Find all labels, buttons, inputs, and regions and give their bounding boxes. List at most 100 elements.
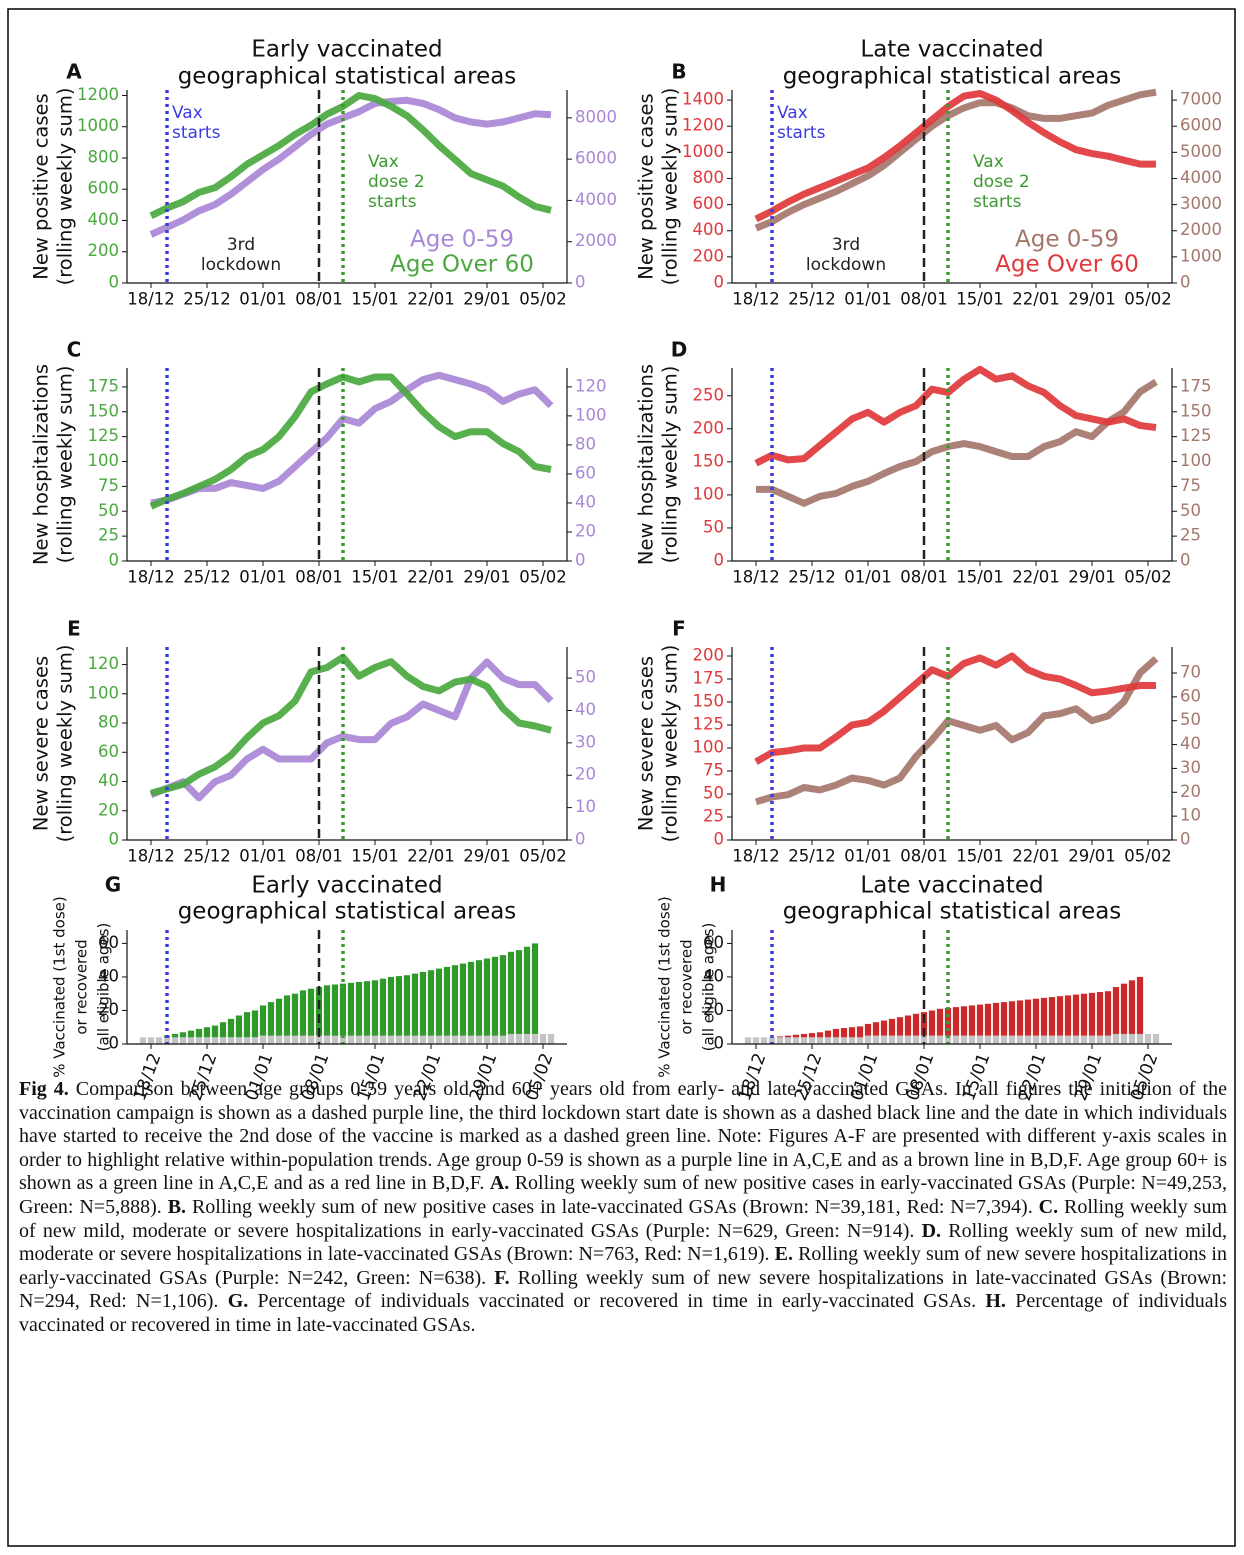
bar	[515, 950, 523, 1034]
bar	[491, 956, 499, 1036]
caption-run: G.	[227, 1290, 249, 1313]
x-tick-label: 29/01	[463, 290, 511, 309]
bar	[768, 1037, 776, 1044]
caption-run: F.	[494, 1266, 510, 1289]
y-tick-label: 80	[98, 713, 119, 732]
bar	[792, 1034, 800, 1038]
x-tick-label: 08/01	[900, 290, 948, 309]
y2-tick-label: 10	[1180, 806, 1201, 825]
bar	[1016, 1035, 1024, 1044]
bar	[275, 998, 283, 1036]
bar	[203, 1037, 211, 1044]
x-tick-label: 08/01	[295, 847, 343, 866]
x-tick-label: 29/01	[463, 568, 511, 587]
y2-tick-label: 40	[575, 700, 596, 719]
legend-label: Age 0-59	[1015, 227, 1119, 253]
y2-tick-label: 50	[1180, 710, 1201, 729]
panel-label: G	[105, 873, 121, 897]
y-tick-label: 200	[693, 246, 725, 265]
bar	[227, 1018, 235, 1038]
y-tick-label: 0	[714, 1034, 725, 1053]
bar	[1096, 1035, 1104, 1044]
series-line	[754, 90, 1156, 223]
bar	[920, 1012, 928, 1036]
legend-label: Age Over 60	[995, 252, 1139, 278]
y-tick-label: 25	[703, 807, 724, 826]
x-tick-label: 15/01	[351, 568, 399, 587]
series-line	[755, 656, 1159, 806]
y-tick-label: 150	[693, 692, 725, 711]
series-line	[756, 378, 1158, 507]
y2-tick-label: 2000	[1180, 220, 1222, 239]
bar	[251, 1037, 259, 1044]
y2-tick-label: 2000	[575, 231, 617, 250]
x-tick-label: 29/01	[463, 847, 511, 866]
y2-tick-label: 70	[1180, 663, 1201, 682]
chart-title: Early vaccinated	[251, 37, 442, 63]
y2-tick-label: 40	[575, 492, 596, 511]
y-tick-label: 40	[703, 966, 724, 985]
y-tick-label: 75	[98, 476, 119, 495]
bar	[259, 1035, 267, 1044]
x-tick-label: 05/02	[1124, 290, 1172, 309]
bar	[1056, 996, 1064, 1036]
y2-tick-label: 20	[1180, 782, 1201, 801]
bar	[315, 987, 323, 1036]
x-tick-label: 18/12	[127, 568, 175, 587]
bar	[1000, 1002, 1008, 1036]
x-tick-label: 01/01	[844, 847, 892, 866]
bar	[1104, 991, 1112, 1036]
x-tick-label: 15/01	[351, 847, 399, 866]
y-tick-label: 120	[88, 654, 120, 673]
bar	[203, 1027, 211, 1038]
bar	[848, 1037, 856, 1044]
bar	[379, 1035, 387, 1044]
x-tick-label: 01/01	[239, 568, 287, 587]
event-label: lockdown	[806, 255, 886, 275]
bar	[459, 963, 467, 1036]
bar	[307, 1035, 315, 1044]
bar	[1024, 1035, 1032, 1044]
bar	[491, 1035, 499, 1044]
bar	[251, 1010, 259, 1038]
bar	[968, 1035, 976, 1044]
y2-tick-label: 5000	[1180, 142, 1222, 161]
y-tick-label: 800	[693, 168, 725, 187]
bar	[371, 980, 379, 1036]
y-tick-label: 0	[109, 273, 120, 292]
bar	[1088, 1035, 1096, 1044]
bar	[760, 1037, 768, 1044]
y-tick-label: 100	[88, 451, 120, 470]
bar	[179, 1032, 187, 1038]
bar	[531, 1033, 539, 1044]
y2-tick-label: 0	[575, 551, 586, 570]
event-label: 3rd	[227, 235, 255, 255]
y-tick-label: 50	[703, 784, 724, 803]
x-tick-label: 18/12	[732, 847, 780, 866]
y-axis-label: (rolling weekly sum)	[54, 366, 77, 564]
chart-title: geographical statistical areas	[783, 64, 1122, 90]
caption-run: B.	[167, 1195, 187, 1218]
bar	[235, 1037, 243, 1044]
bar	[1040, 1035, 1048, 1044]
bar	[1088, 992, 1096, 1036]
bar	[816, 1032, 824, 1038]
y2-tick-label: 0	[1180, 551, 1191, 570]
bar	[435, 1035, 443, 1044]
y2-tick-label: 20	[575, 765, 596, 784]
bar	[1040, 997, 1048, 1036]
bar	[1120, 983, 1128, 1034]
bar	[848, 1027, 856, 1038]
bar	[1008, 1035, 1016, 1044]
bar	[984, 1003, 992, 1036]
y-axis-label: % Vaccinated (1st dose)	[51, 896, 69, 1078]
y2-tick-label: 80	[575, 434, 596, 453]
bar	[784, 1037, 792, 1044]
caption-run: Rolling weekly sum of new severe hospita…	[19, 1243, 1227, 1289]
bar	[219, 1037, 227, 1044]
bar	[459, 1035, 467, 1044]
bar	[1032, 1035, 1040, 1044]
y-tick-label: 1400	[682, 90, 724, 109]
caption-run: Percentage of individuals vaccinated or …	[248, 1290, 986, 1313]
bar	[800, 1037, 808, 1044]
